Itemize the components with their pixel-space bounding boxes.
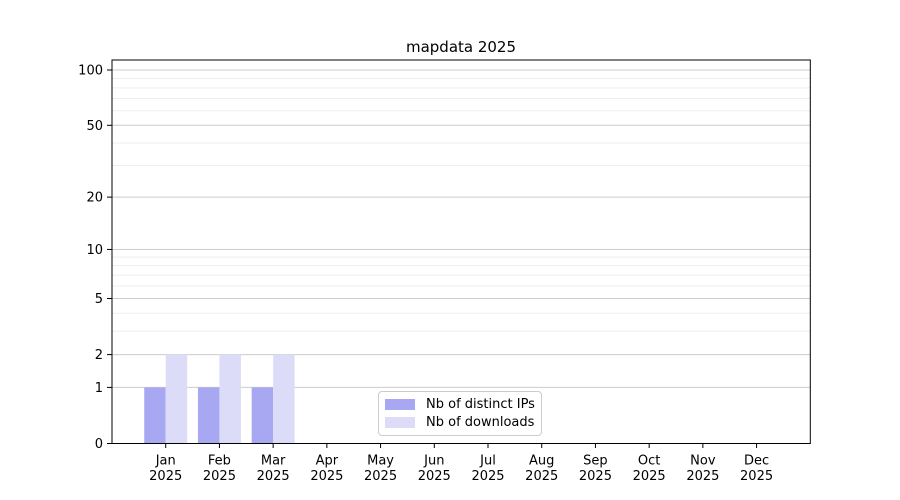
y-tick-label: 100 <box>78 64 103 79</box>
x-tick-label-month: Sep <box>583 454 608 469</box>
legend-label-downloads: Nb of downloads <box>426 415 535 430</box>
bar-mar-downloads <box>273 354 295 444</box>
x-tick-label-year: 2025 <box>579 469 612 484</box>
y-tick-label: 20 <box>86 191 103 206</box>
x-tick-label-year: 2025 <box>633 469 666 484</box>
bar-mar-distinct-ips <box>251 387 274 444</box>
x-tick-label-month: Nov <box>690 454 716 469</box>
x-tick-label-month: Jan <box>155 454 176 469</box>
plot-border <box>111 59 811 444</box>
x-tick-label-year: 2025 <box>471 469 504 484</box>
x-tick-label-year: 2025 <box>740 469 773 484</box>
x-tick-label-year: 2025 <box>257 469 290 484</box>
legend-swatch-downloads-icon <box>385 417 415 428</box>
y-tick-label: 50 <box>86 119 103 134</box>
x-tick-label-month: Apr <box>316 454 339 469</box>
bar-feb-downloads <box>219 354 241 444</box>
x-tick-label-year: 2025 <box>686 469 719 484</box>
x-tick-label-month: Feb <box>208 454 231 469</box>
y-tick-label: 1 <box>95 381 103 396</box>
bar-jan-distinct-ips <box>144 387 166 444</box>
x-tick-label-month: Aug <box>529 454 554 469</box>
legend-item-downloads: Nb of downloads <box>385 416 541 429</box>
x-tick-label-year: 2025 <box>418 469 451 484</box>
x-tick-label-month: Oct <box>638 454 660 469</box>
x-tick-label-year: 2025 <box>310 469 343 484</box>
bar-jan-downloads <box>165 354 188 444</box>
legend-swatch-distinct-ips-icon <box>385 399 415 410</box>
legend-item-distinct-ips: Nb of distinct IPs <box>385 398 541 411</box>
y-tick-label: 2 <box>95 348 103 363</box>
legend-label-distinct-ips: Nb of distinct IPs <box>426 397 535 412</box>
chart-title: mapdata 2025 <box>405 38 517 56</box>
bar-feb-distinct-ips <box>197 387 220 444</box>
x-tick-label-year: 2025 <box>525 469 558 484</box>
x-tick-label-month: May <box>367 454 394 469</box>
x-tick-label-year: 2025 <box>364 469 397 484</box>
x-tick-label-month: Dec <box>744 454 769 469</box>
y-tick-label: 5 <box>95 292 103 307</box>
x-tick-label-month: Jul <box>479 454 496 469</box>
x-tick-label-year: 2025 <box>203 469 236 484</box>
x-tick-label-year: 2025 <box>149 469 182 484</box>
legend: Nb of distinct IPs Nb of downloads <box>378 391 542 436</box>
y-tick-label: 10 <box>86 243 103 258</box>
x-tick-label-month: Mar <box>261 454 286 469</box>
x-tick-label-month: Jun <box>423 454 444 469</box>
y-tick-label: 0 <box>95 437 103 452</box>
